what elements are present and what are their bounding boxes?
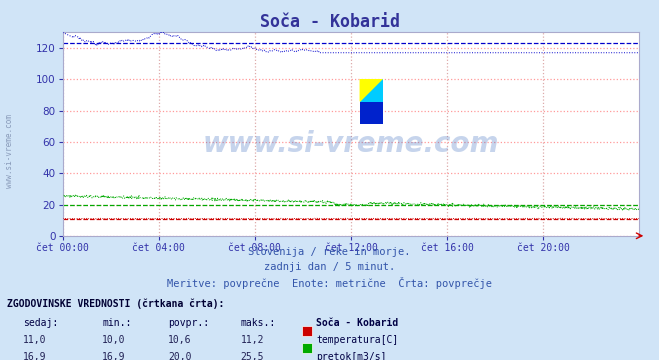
- Polygon shape: [360, 79, 383, 102]
- Text: min.:: min.:: [102, 318, 132, 328]
- Text: Soča - Kobarid: Soča - Kobarid: [260, 13, 399, 31]
- Text: sedaj:: sedaj:: [23, 318, 58, 328]
- Text: 10,0: 10,0: [102, 335, 126, 345]
- Text: temperatura[C]: temperatura[C]: [316, 335, 399, 345]
- Polygon shape: [360, 79, 383, 102]
- Text: 20,0: 20,0: [168, 352, 192, 360]
- Text: 11,0: 11,0: [23, 335, 47, 345]
- Text: zadnji dan / 5 minut.: zadnji dan / 5 minut.: [264, 262, 395, 272]
- Text: 11,2: 11,2: [241, 335, 264, 345]
- Text: www.si-vreme.com: www.si-vreme.com: [5, 114, 14, 188]
- Text: Soča - Kobarid: Soča - Kobarid: [316, 318, 399, 328]
- Text: pretok[m3/s]: pretok[m3/s]: [316, 352, 387, 360]
- Text: maks.:: maks.:: [241, 318, 275, 328]
- Text: 16,9: 16,9: [102, 352, 126, 360]
- Text: 16,9: 16,9: [23, 352, 47, 360]
- Text: 10,6: 10,6: [168, 335, 192, 345]
- Bar: [360, 79, 383, 102]
- Text: www.si-vreme.com: www.si-vreme.com: [203, 130, 499, 158]
- Text: ZGODOVINSKE VREDNOSTI (črtkana črta):: ZGODOVINSKE VREDNOSTI (črtkana črta):: [7, 299, 224, 309]
- Text: 25,5: 25,5: [241, 352, 264, 360]
- Text: Slovenija / reke in morje.: Slovenija / reke in morje.: [248, 247, 411, 257]
- Text: Meritve: povprečne  Enote: metrične  Črta: povprečje: Meritve: povprečne Enote: metrične Črta:…: [167, 277, 492, 289]
- Text: povpr.:: povpr.:: [168, 318, 209, 328]
- Bar: [360, 102, 383, 124]
